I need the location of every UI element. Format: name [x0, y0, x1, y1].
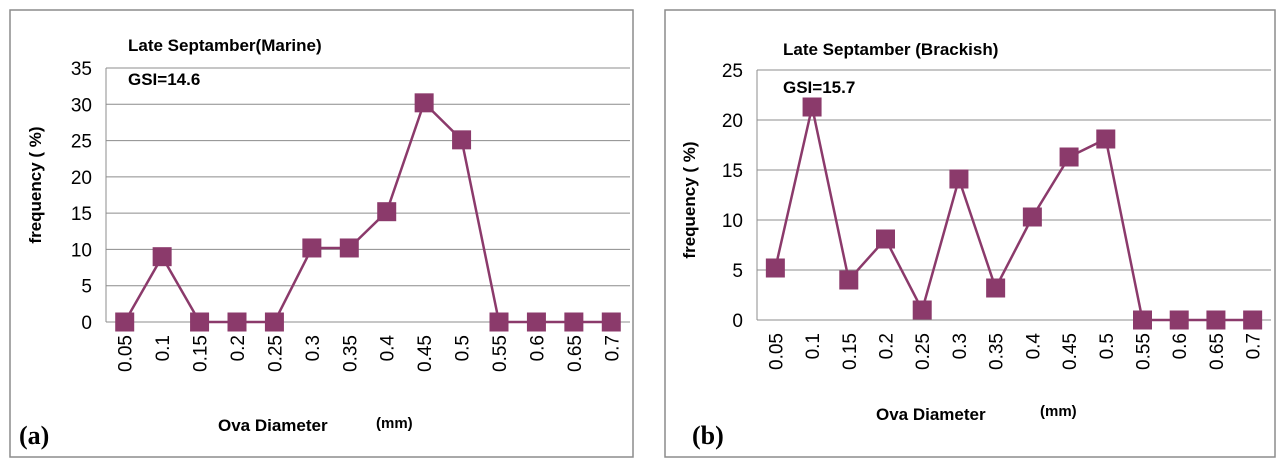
gsi-annotation: GSI=14.6	[128, 70, 200, 89]
x-tick-labels: 0.05 0.1 0.15 0.2 0.25 0.3 0.35 0.4 0.45 0.5 0.55 0…	[766, 333, 1264, 370]
data-point	[115, 312, 135, 332]
data-point	[601, 312, 621, 332]
x-tick-label: 0.1	[803, 333, 824, 359]
x-tick-label: 0.25	[913, 333, 934, 370]
data-point	[986, 278, 1006, 298]
data-point	[1096, 129, 1116, 149]
gsi-annotation: GSI=15.7	[783, 78, 855, 97]
x-tick-label: 0.1	[153, 335, 174, 361]
y-tick-label: 10	[722, 211, 743, 232]
chart-title: Late Septamber (Brackish)	[783, 40, 998, 59]
chart-frame	[664, 9, 1276, 458]
y-axis-label: frequency ( %)	[26, 126, 45, 243]
y-tick-labels: 0 5 10 15 20 25 30 35	[71, 59, 92, 334]
grid-lines	[105, 67, 630, 323]
x-tick-label: 0.7	[1244, 333, 1265, 359]
chart-marine: 0 5 10 15 20 25 30 35 0.05 0.1 0.15 0.2 0.25 0.3 0.35…	[9, 9, 634, 458]
x-tick-label: 0.7	[602, 335, 623, 361]
x-tick-label: 0.55	[1134, 333, 1155, 370]
x-tick-label: 0.45	[415, 335, 436, 372]
data-series	[765, 97, 1263, 330]
x-tick-label: 0.4	[378, 335, 399, 362]
chart-title: Late Septamber(Marine)	[128, 36, 322, 55]
x-tick-label: 0.3	[303, 335, 324, 361]
chart-frame	[9, 9, 634, 458]
x-tick-label: 0.3	[950, 333, 971, 359]
y-tick-labels: 0 5 10 15 20 25	[722, 61, 743, 332]
data-point	[839, 270, 859, 290]
y-axis-label: frequency ( %)	[680, 141, 699, 258]
data-point	[227, 312, 247, 332]
x-tick-label: 0.15	[191, 335, 212, 372]
data-point	[377, 202, 397, 222]
x-tick-label: 0.5	[1097, 333, 1118, 359]
x-tick-label: 0.4	[1023, 333, 1044, 360]
data-point	[1169, 310, 1189, 330]
data-point	[1133, 310, 1152, 330]
data-point	[1243, 310, 1263, 330]
data-point	[912, 300, 932, 320]
x-tick-labels: 0.05 0.1 0.15 0.2 0.25 0.3 0.35 0.4 0.45 0.5 0.55 0…	[116, 335, 624, 372]
x-tick-label: 0.55	[490, 335, 511, 372]
data-point	[414, 93, 434, 113]
x-tick-label: 0.2	[228, 335, 249, 361]
x-tick-label: 0.35	[987, 333, 1008, 370]
y-tick-label: 0	[732, 311, 743, 332]
data-point	[1206, 310, 1226, 330]
y-tick-label: 35	[71, 59, 92, 80]
data-point	[949, 169, 969, 189]
y-tick-label: 25	[722, 61, 743, 82]
y-tick-label: 5	[732, 261, 743, 282]
x-tick-label: 0.6	[527, 335, 548, 361]
y-tick-label: 20	[722, 111, 743, 132]
data-point	[489, 312, 509, 332]
x-tick-label: 0.6	[1170, 333, 1191, 359]
x-tick-label: 0.5	[453, 335, 474, 361]
y-tick-label: 10	[71, 240, 92, 261]
data-point	[1059, 147, 1079, 167]
x-axis-unit: (mm)	[376, 415, 413, 432]
x-tick-label: 0.15	[840, 333, 861, 370]
y-tick-label: 0	[81, 313, 92, 334]
x-tick-label: 0.05	[116, 335, 137, 372]
data-point	[765, 258, 785, 278]
panel-label: (a)	[19, 421, 49, 450]
x-tick-label: 0.45	[1060, 333, 1081, 370]
x-axis-label: Ova Diameter	[876, 405, 986, 424]
data-point	[264, 312, 284, 332]
y-tick-label: 5	[81, 277, 92, 298]
data-point	[302, 238, 322, 258]
data-point	[152, 247, 172, 267]
data-point	[190, 312, 210, 332]
data-point	[339, 238, 359, 258]
x-axis-unit: (mm)	[1040, 403, 1077, 420]
x-tick-label: 0.2	[877, 333, 898, 359]
data-point	[802, 97, 822, 117]
data-point	[526, 312, 546, 332]
y-tick-label: 25	[71, 132, 92, 153]
x-tick-label: 0.35	[340, 335, 361, 372]
data-point	[452, 130, 472, 150]
y-tick-label: 20	[71, 168, 92, 189]
x-tick-label: 0.05	[766, 333, 787, 370]
data-point	[1022, 207, 1042, 227]
x-tick-label: 0.25	[265, 335, 286, 372]
panel-label: (b)	[692, 421, 724, 450]
x-axis-label: Ova Diameter	[218, 416, 328, 435]
data-point	[876, 229, 895, 249]
y-tick-label: 15	[722, 161, 743, 182]
x-tick-label: 0.65	[565, 335, 586, 372]
y-tick-label: 30	[71, 95, 92, 116]
y-tick-label: 15	[71, 204, 92, 225]
x-tick-label: 0.65	[1207, 333, 1228, 370]
data-point	[564, 312, 584, 332]
data-series	[115, 93, 621, 332]
